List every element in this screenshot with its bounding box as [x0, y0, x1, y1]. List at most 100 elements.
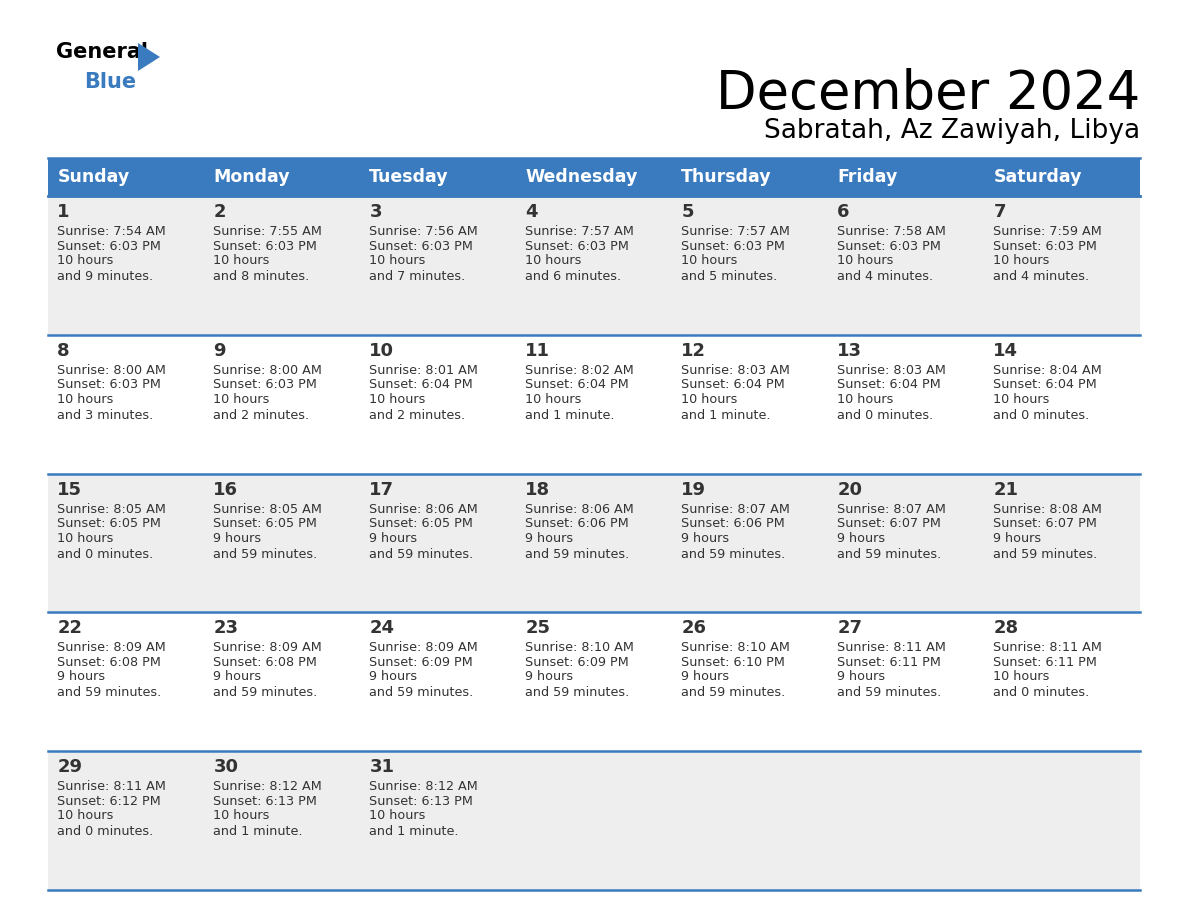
Text: Sunrise: 8:06 AM: Sunrise: 8:06 AM — [369, 502, 478, 516]
Text: Sunrise: 8:09 AM: Sunrise: 8:09 AM — [214, 642, 322, 655]
Text: 15: 15 — [57, 481, 82, 498]
Text: 9 hours
and 59 minutes.: 9 hours and 59 minutes. — [214, 670, 317, 700]
Text: Sunset: 6:05 PM: Sunset: 6:05 PM — [214, 517, 317, 530]
Bar — [48, 474, 204, 612]
Bar — [984, 474, 1140, 612]
Text: Sunrise: 8:11 AM: Sunrise: 8:11 AM — [993, 642, 1102, 655]
Text: 29: 29 — [57, 758, 82, 777]
Polygon shape — [138, 43, 160, 71]
Text: Sunrise: 8:07 AM: Sunrise: 8:07 AM — [838, 502, 946, 516]
Text: 9 hours
and 59 minutes.: 9 hours and 59 minutes. — [993, 532, 1098, 561]
Bar — [984, 335, 1140, 474]
Text: 10 hours
and 3 minutes.: 10 hours and 3 minutes. — [57, 393, 153, 421]
Text: Sunset: 6:04 PM: Sunset: 6:04 PM — [682, 378, 785, 391]
Text: 6: 6 — [838, 203, 849, 221]
Text: Sunrise: 8:01 AM: Sunrise: 8:01 AM — [369, 364, 479, 376]
Bar — [984, 612, 1140, 751]
Text: Sunset: 6:04 PM: Sunset: 6:04 PM — [525, 378, 630, 391]
Text: 10 hours
and 5 minutes.: 10 hours and 5 minutes. — [682, 254, 778, 283]
Bar — [516, 335, 672, 474]
Bar — [516, 196, 672, 335]
Text: Sunset: 6:03 PM: Sunset: 6:03 PM — [682, 240, 785, 252]
Bar — [984, 196, 1140, 335]
Bar — [48, 751, 204, 890]
Text: Sunset: 6:08 PM: Sunset: 6:08 PM — [57, 655, 162, 669]
Text: 1: 1 — [57, 203, 70, 221]
Text: Sunset: 6:03 PM: Sunset: 6:03 PM — [525, 240, 630, 252]
Text: Sunset: 6:03 PM: Sunset: 6:03 PM — [57, 378, 162, 391]
Text: 21: 21 — [993, 481, 1018, 498]
Bar — [828, 196, 984, 335]
Text: 19: 19 — [682, 481, 707, 498]
Text: 9 hours
and 59 minutes.: 9 hours and 59 minutes. — [369, 532, 474, 561]
Text: Sunrise: 8:11 AM: Sunrise: 8:11 AM — [838, 642, 946, 655]
Bar — [516, 158, 672, 196]
Text: Sunrise: 7:57 AM: Sunrise: 7:57 AM — [682, 225, 790, 238]
Text: 10 hours
and 2 minutes.: 10 hours and 2 minutes. — [369, 393, 466, 421]
Text: Sunset: 6:05 PM: Sunset: 6:05 PM — [57, 517, 162, 530]
Text: Sunrise: 8:12 AM: Sunrise: 8:12 AM — [214, 780, 322, 793]
Bar — [360, 474, 516, 612]
Text: 3: 3 — [369, 203, 381, 221]
Bar — [204, 474, 360, 612]
Text: Sunrise: 7:55 AM: Sunrise: 7:55 AM — [214, 225, 322, 238]
Text: 24: 24 — [369, 620, 394, 637]
Text: Sunset: 6:06 PM: Sunset: 6:06 PM — [682, 517, 785, 530]
Text: Sunday: Sunday — [57, 168, 129, 186]
Text: 10 hours
and 1 minute.: 10 hours and 1 minute. — [214, 809, 303, 838]
Text: 7: 7 — [993, 203, 1006, 221]
Text: Sunset: 6:10 PM: Sunset: 6:10 PM — [682, 655, 785, 669]
Text: General: General — [56, 42, 148, 62]
Text: Sunrise: 7:56 AM: Sunrise: 7:56 AM — [369, 225, 478, 238]
Text: 27: 27 — [838, 620, 862, 637]
Text: Sunset: 6:03 PM: Sunset: 6:03 PM — [369, 240, 473, 252]
Text: Sunrise: 8:05 AM: Sunrise: 8:05 AM — [214, 502, 322, 516]
Text: 31: 31 — [369, 758, 394, 777]
Bar — [828, 335, 984, 474]
Text: Sunrise: 8:00 AM: Sunrise: 8:00 AM — [57, 364, 166, 376]
Bar — [984, 158, 1140, 196]
Text: Sunrise: 8:07 AM: Sunrise: 8:07 AM — [682, 502, 790, 516]
Bar — [360, 335, 516, 474]
Text: Sunset: 6:09 PM: Sunset: 6:09 PM — [369, 655, 473, 669]
Text: 4: 4 — [525, 203, 538, 221]
Bar — [672, 158, 828, 196]
Text: 17: 17 — [369, 481, 394, 498]
Text: 23: 23 — [214, 620, 239, 637]
Text: Friday: Friday — [838, 168, 898, 186]
Text: 10 hours
and 0 minutes.: 10 hours and 0 minutes. — [838, 393, 934, 421]
Text: 8: 8 — [57, 341, 70, 360]
Bar — [672, 196, 828, 335]
Text: 12: 12 — [682, 341, 707, 360]
Text: 20: 20 — [838, 481, 862, 498]
Bar — [360, 196, 516, 335]
Text: Sunrise: 8:03 AM: Sunrise: 8:03 AM — [838, 364, 946, 376]
Bar — [672, 335, 828, 474]
Text: 9 hours
and 59 minutes.: 9 hours and 59 minutes. — [525, 532, 630, 561]
Text: Sunrise: 7:58 AM: Sunrise: 7:58 AM — [838, 225, 946, 238]
Bar — [984, 751, 1140, 890]
Text: Sunset: 6:07 PM: Sunset: 6:07 PM — [993, 517, 1098, 530]
Text: Sunset: 6:11 PM: Sunset: 6:11 PM — [838, 655, 941, 669]
Text: Sunrise: 8:08 AM: Sunrise: 8:08 AM — [993, 502, 1102, 516]
Text: Sunrise: 8:09 AM: Sunrise: 8:09 AM — [369, 642, 478, 655]
Text: 10 hours
and 0 minutes.: 10 hours and 0 minutes. — [57, 532, 153, 561]
Bar — [516, 474, 672, 612]
Text: 25: 25 — [525, 620, 550, 637]
Bar — [672, 474, 828, 612]
Text: Sunrise: 8:00 AM: Sunrise: 8:00 AM — [214, 364, 322, 376]
Text: Sabratah, Az Zawiyah, Libya: Sabratah, Az Zawiyah, Libya — [764, 118, 1140, 144]
Text: Sunrise: 8:05 AM: Sunrise: 8:05 AM — [57, 502, 166, 516]
Text: Tuesday: Tuesday — [369, 168, 449, 186]
Text: Sunset: 6:04 PM: Sunset: 6:04 PM — [369, 378, 473, 391]
Bar — [204, 158, 360, 196]
Text: 11: 11 — [525, 341, 550, 360]
Bar — [516, 751, 672, 890]
Bar — [672, 612, 828, 751]
Text: 10 hours
and 1 minute.: 10 hours and 1 minute. — [525, 393, 615, 421]
Text: Sunrise: 8:03 AM: Sunrise: 8:03 AM — [682, 364, 790, 376]
Text: Sunset: 6:03 PM: Sunset: 6:03 PM — [214, 240, 317, 252]
Text: Sunset: 6:03 PM: Sunset: 6:03 PM — [57, 240, 162, 252]
Text: Sunrise: 8:10 AM: Sunrise: 8:10 AM — [525, 642, 634, 655]
Bar — [48, 612, 204, 751]
